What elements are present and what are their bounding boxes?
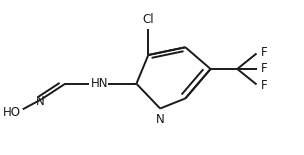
Text: F: F <box>261 62 268 75</box>
Text: N: N <box>156 113 164 126</box>
Text: HN: HN <box>91 77 108 90</box>
Text: N: N <box>36 95 44 108</box>
Text: F: F <box>261 46 268 59</box>
Text: HO: HO <box>3 106 21 119</box>
Text: Cl: Cl <box>143 13 154 26</box>
Text: F: F <box>261 79 268 92</box>
